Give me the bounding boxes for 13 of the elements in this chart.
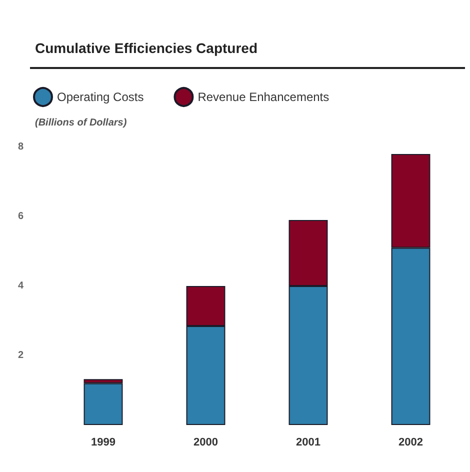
- x-tick-label: 2000: [194, 436, 218, 448]
- x-tick-label: 1999: [91, 436, 116, 448]
- bar: [84, 383, 123, 425]
- legend-label: Operating Costs: [57, 90, 144, 104]
- x-tick-label: 2001: [296, 436, 320, 448]
- y-tick-label: 6: [18, 211, 24, 222]
- y-tick-label: 8: [18, 142, 24, 152]
- chart-title: Cumulative Efficiencies Captured: [35, 40, 258, 56]
- y-axis-title: (Billions of Dollars): [35, 118, 128, 128]
- legend-label: Revenue Enhancements: [198, 90, 330, 104]
- y-tick-label: 2: [18, 350, 24, 361]
- x-tick-label: 2002: [398, 436, 423, 448]
- y-tick-label: 4: [18, 280, 24, 292]
